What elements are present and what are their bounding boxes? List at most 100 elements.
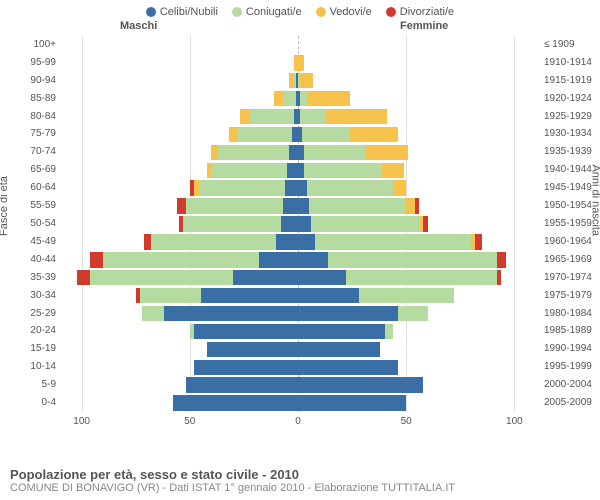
birth-label: 1955-1959 [544, 219, 600, 229]
bar-segment [497, 270, 501, 285]
legend-swatch [232, 7, 242, 17]
female-bar [298, 270, 536, 285]
birth-label: 1960-1964 [544, 237, 600, 247]
bar-segment [177, 198, 186, 213]
legend-item: Coniugati/e [232, 6, 302, 18]
bar-row [60, 145, 536, 160]
gender-headers: Maschi Femmine [0, 20, 600, 36]
birth-label: 1925-1929 [544, 112, 600, 122]
age-label: 15-19 [0, 344, 56, 354]
bar-segment [183, 216, 280, 231]
male-bar [60, 163, 298, 178]
bar-segment [201, 288, 298, 303]
male-bar [60, 395, 298, 410]
bar-segment [406, 198, 415, 213]
age-label: 30-34 [0, 291, 56, 301]
birth-label: 1950-1954 [544, 201, 600, 211]
bar-segment [307, 180, 394, 195]
legend-swatch [146, 7, 156, 17]
bar-row [60, 55, 536, 70]
legend-label: Celibi/Nubili [160, 6, 218, 18]
bar-segment [398, 306, 428, 321]
female-bar [298, 91, 536, 106]
age-label: 95-99 [0, 58, 56, 68]
bar-segment [298, 198, 309, 213]
birth-label: 1920-1924 [544, 94, 600, 104]
male-bar [60, 342, 298, 357]
bar-segment [77, 270, 90, 285]
bar-segment [298, 234, 315, 249]
bar-segment [298, 360, 398, 375]
birth-label: 1965-1969 [544, 255, 600, 265]
bar-row [60, 109, 536, 124]
legend-swatch [316, 7, 326, 17]
bars-layer [60, 36, 536, 412]
age-label: 35-39 [0, 273, 56, 283]
female-bar [298, 360, 536, 375]
footer-title: Popolazione per età, sesso e stato civil… [10, 467, 590, 482]
bar-segment [298, 55, 304, 70]
legend-swatch [386, 7, 396, 17]
female-bar [298, 163, 536, 178]
bar-segment [218, 145, 289, 160]
bar-segment [274, 91, 283, 106]
female-bar [298, 306, 536, 321]
male-bar [60, 216, 298, 231]
x-axis: 10050050100 [60, 416, 536, 430]
legend-label: Divorziati/e [400, 6, 454, 18]
bar-segment [385, 324, 394, 339]
bar-row [60, 127, 536, 142]
bar-segment [497, 252, 506, 267]
male-bar [60, 127, 298, 142]
female-bar [298, 342, 536, 357]
male-bar [60, 37, 298, 52]
bar-segment [298, 180, 307, 195]
bar-segment [423, 216, 427, 231]
birth-label: 1985-1989 [544, 326, 600, 336]
bar-segment [300, 73, 313, 88]
bar-row [60, 360, 536, 375]
bar-segment [151, 234, 276, 249]
bar-segment [287, 163, 298, 178]
female-bar [298, 234, 536, 249]
bar-segment [90, 252, 103, 267]
bar-segment [315, 234, 471, 249]
bar-segment [211, 163, 287, 178]
bar-segment [304, 145, 365, 160]
bar-segment [298, 324, 385, 339]
header-female: Femmine [400, 20, 448, 32]
male-bar [60, 252, 298, 267]
male-bar [60, 270, 298, 285]
female-bar [298, 216, 536, 231]
birth-label: 2005-2009 [544, 398, 600, 408]
bar-segment [365, 145, 408, 160]
bar-segment [237, 127, 291, 142]
female-bar [298, 288, 536, 303]
x-tick: 50 [401, 416, 412, 427]
bar-segment [250, 109, 293, 124]
bar-segment [140, 288, 201, 303]
bar-segment [207, 342, 298, 357]
plot-area [60, 36, 536, 412]
age-label: 50-54 [0, 219, 56, 229]
female-bar [298, 377, 536, 392]
bar-segment [229, 127, 238, 142]
age-label: 80-84 [0, 112, 56, 122]
age-label: 45-49 [0, 237, 56, 247]
female-bar [298, 55, 536, 70]
birth-label: 1940-1944 [544, 165, 600, 175]
age-label: 0-4 [0, 398, 56, 408]
bar-segment [259, 252, 298, 267]
bar-row [60, 306, 536, 321]
bar-segment [304, 163, 382, 178]
bar-row [60, 377, 536, 392]
birth-label: 1945-1949 [544, 183, 600, 193]
birth-label: 1995-1999 [544, 362, 600, 372]
bar-row [60, 216, 536, 231]
male-bar [60, 180, 298, 195]
male-bar [60, 377, 298, 392]
legend-label: Vedovi/e [330, 6, 372, 18]
birth-label: 2000-2004 [544, 380, 600, 390]
bar-row [60, 163, 536, 178]
bar-row [60, 342, 536, 357]
